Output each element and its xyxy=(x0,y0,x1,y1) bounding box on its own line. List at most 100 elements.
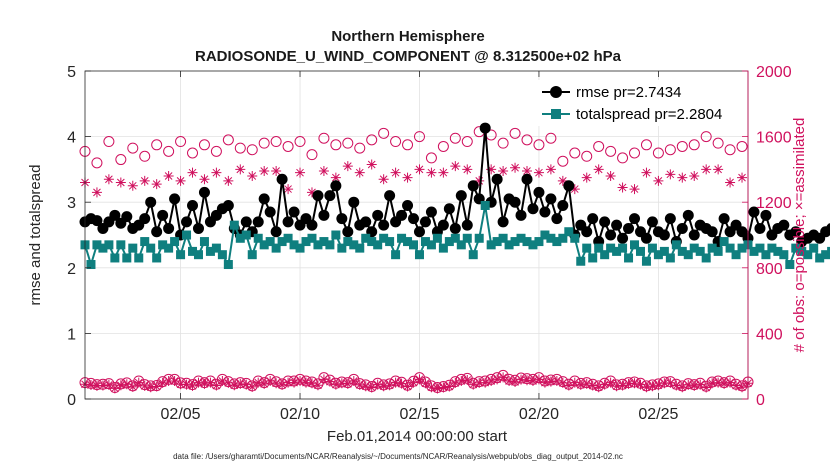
obs-assimilated-marker xyxy=(306,378,317,389)
totalspread-point xyxy=(815,253,825,263)
obs-assimilated-marker xyxy=(115,177,126,188)
obs-assimilated-marker xyxy=(402,381,413,392)
totalspread-point xyxy=(409,240,419,250)
rmse-point xyxy=(109,209,121,221)
rmse-point xyxy=(408,213,420,225)
totalspread-point xyxy=(546,233,556,243)
rmse-point xyxy=(461,219,473,231)
obs-assimilated-marker xyxy=(713,377,724,388)
obs-assimilated-marker xyxy=(384,380,395,391)
totalspread-point xyxy=(612,246,622,256)
obs-assimilated-marker xyxy=(306,187,317,198)
obs-assimilated-marker xyxy=(277,379,288,390)
rmse-point xyxy=(509,196,521,208)
totalspread-point xyxy=(283,233,293,243)
totalspread-point xyxy=(600,250,610,260)
y-left-tick-label: 3 xyxy=(67,195,76,212)
obs-assimilated-marker xyxy=(677,172,688,183)
rmse-point xyxy=(617,232,629,244)
totalspread-point xyxy=(719,237,729,247)
totalspread-point xyxy=(707,243,717,253)
totalspread-point xyxy=(295,243,305,253)
totalspread-point xyxy=(432,233,442,243)
totalspread-point xyxy=(331,230,341,240)
obs-possible-marker xyxy=(724,144,736,156)
obs-possible-marker xyxy=(652,147,664,159)
legend-rmse-label: rmse pr=2.7434 xyxy=(576,84,681,101)
rmse-point xyxy=(419,216,431,228)
legend: rmse pr=2.7434 totalspread pr=2.2804 xyxy=(535,80,740,126)
obs-assimilated-marker xyxy=(181,379,192,390)
obs-possible-marker xyxy=(127,142,139,154)
obs-possible-marker xyxy=(378,127,390,139)
totalspread-point xyxy=(349,240,359,250)
obs-assimilated-marker xyxy=(527,375,538,386)
obs-assimilated-marker xyxy=(456,375,467,386)
totalspread-point xyxy=(229,220,239,230)
obs-assimilated-marker xyxy=(731,380,742,391)
obs-possible-marker xyxy=(676,140,688,152)
obs-assimilated-marker xyxy=(169,375,180,386)
rmse-point xyxy=(790,226,802,238)
totalspread-point xyxy=(259,240,269,250)
rmse-point xyxy=(306,219,318,231)
obs-possible-marker xyxy=(354,142,366,154)
obs-assimilated-marker xyxy=(462,374,473,385)
totalspread-point xyxy=(809,243,819,253)
obs-possible-marker xyxy=(246,144,258,156)
obs-assimilated-marker xyxy=(450,161,461,172)
obs-assimilated-marker xyxy=(366,382,377,393)
totalspread-point xyxy=(217,250,227,260)
rmse-point xyxy=(640,232,652,244)
rmse-point xyxy=(187,199,199,211)
totalspread-point xyxy=(420,237,430,247)
rmse-point xyxy=(605,229,617,241)
obs-possible-marker xyxy=(712,137,724,149)
obs-assimilated-marker xyxy=(414,164,425,175)
obs-assimilated-marker xyxy=(283,184,294,195)
obs-assimilated-marker xyxy=(545,376,556,387)
obs-assimilated-marker xyxy=(689,380,700,391)
totalspread-point xyxy=(468,250,478,260)
obs-assimilated-marker xyxy=(689,170,700,181)
totalspread-point xyxy=(325,240,335,250)
totalspread-point xyxy=(797,246,807,256)
y-right-tick-label: 400 xyxy=(756,326,783,343)
rmse-point xyxy=(658,229,670,241)
obs-possible-marker xyxy=(593,140,605,152)
rmse-point xyxy=(372,209,384,221)
obs-possible-marker xyxy=(91,157,103,169)
rmse-point xyxy=(330,180,342,192)
rmse-point xyxy=(443,203,455,215)
y-right-tick-label: 800 xyxy=(756,261,783,278)
obs-possible-marker xyxy=(306,149,318,161)
totalspread-point xyxy=(313,240,323,250)
obs-assimilated-marker xyxy=(109,383,120,394)
y-left-tick-label: 1 xyxy=(67,326,76,343)
totalspread-point xyxy=(606,243,616,253)
obs-assimilated-marker xyxy=(342,378,353,389)
obs-assimilated-marker xyxy=(235,164,246,175)
totalspread-point xyxy=(247,250,257,260)
totalspread-point xyxy=(731,250,741,260)
obs-assimilated-marker xyxy=(229,380,240,391)
rmse-point xyxy=(413,226,425,238)
obs-assimilated-marker xyxy=(97,380,108,391)
obs-assimilated-marker xyxy=(653,175,664,186)
obs-assimilated-marker xyxy=(605,170,616,181)
obs-assimilated-marker xyxy=(283,377,294,388)
totalspread-point xyxy=(373,240,383,250)
obs-assimilated-marker xyxy=(725,377,736,388)
obs-possible-marker xyxy=(640,139,652,151)
obs-possible-marker xyxy=(151,139,163,151)
obs-assimilated-marker xyxy=(557,377,568,388)
obs-assimilated-marker xyxy=(295,167,306,178)
obs-assimilated-marker xyxy=(318,374,329,385)
totalspread-point xyxy=(761,250,771,260)
y-left-tick-label: 2 xyxy=(67,261,76,278)
obs-possible-marker xyxy=(163,145,175,157)
rmse-point xyxy=(623,222,635,234)
obs-assimilated-marker xyxy=(617,380,628,391)
totalspread-point xyxy=(630,240,640,250)
rmse-point xyxy=(581,226,593,238)
